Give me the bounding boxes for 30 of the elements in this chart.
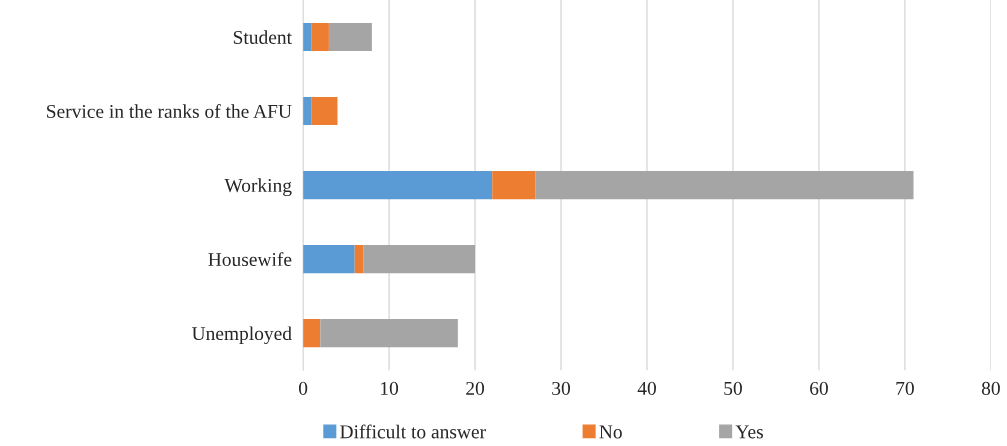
bar bbox=[535, 171, 914, 200]
x-tick-label: 10 bbox=[381, 381, 399, 395]
bar bbox=[303, 171, 493, 200]
x-tick-label: 80 bbox=[981, 381, 1000, 395]
y-tick-label: Working bbox=[224, 178, 292, 197]
bar bbox=[354, 245, 364, 274]
legend-label: Yes bbox=[735, 425, 763, 439]
bar bbox=[328, 22, 372, 52]
bar bbox=[311, 22, 329, 52]
x-tick-label: 0 bbox=[298, 381, 308, 395]
y-tick-label: Service in the ranks of the AFU bbox=[47, 104, 292, 118]
y-tick-label: Unemployed bbox=[191, 326, 292, 345]
x-tick-label: 30 bbox=[552, 381, 571, 395]
bar bbox=[303, 96, 312, 126]
legend-label: Difficult to answer bbox=[340, 424, 486, 439]
bar bbox=[303, 245, 355, 274]
x-tick-label: 70 bbox=[896, 381, 914, 395]
bar bbox=[303, 22, 312, 52]
y-tick-label: Student bbox=[233, 30, 292, 44]
bar bbox=[492, 171, 536, 200]
x-tick-label: 50 bbox=[724, 381, 742, 395]
legend-label: No bbox=[599, 425, 622, 439]
bar bbox=[363, 245, 476, 274]
x-tick-label: 60 bbox=[810, 381, 828, 395]
y-tick-label: Housewife bbox=[208, 252, 292, 267]
x-tick-label: 20 bbox=[466, 381, 485, 395]
bar bbox=[303, 319, 321, 348]
bar bbox=[320, 319, 458, 348]
bar bbox=[311, 96, 338, 126]
x-tick-label: 40 bbox=[637, 381, 656, 395]
